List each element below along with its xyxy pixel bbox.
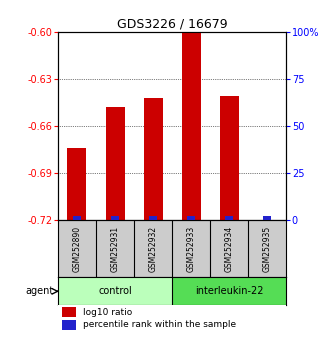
Text: GSM252890: GSM252890 [72,225,81,272]
Bar [220,96,239,220]
Title: GDS3226 / 16679: GDS3226 / 16679 [117,18,227,31]
Bar [63,320,76,330]
Bar [63,307,76,317]
Bar [73,216,81,220]
Bar [58,277,172,306]
Bar [68,148,86,220]
Text: GSM252931: GSM252931 [111,225,119,272]
Bar [263,216,271,220]
Bar [187,216,195,220]
Bar [172,277,286,306]
Bar [225,216,233,220]
Text: log10 ratio: log10 ratio [83,308,132,316]
Text: agent: agent [25,286,53,296]
Bar [111,216,119,220]
Bar [144,98,163,220]
Text: GSM252933: GSM252933 [187,225,196,272]
Text: GSM252935: GSM252935 [263,225,272,272]
Text: GSM252932: GSM252932 [149,225,158,272]
Bar [106,107,124,220]
Text: GSM252934: GSM252934 [225,225,234,272]
Text: interleukin-22: interleukin-22 [195,286,263,296]
Bar [182,33,201,220]
Text: percentile rank within the sample: percentile rank within the sample [83,320,236,329]
Text: control: control [98,286,132,296]
Bar [149,216,157,220]
